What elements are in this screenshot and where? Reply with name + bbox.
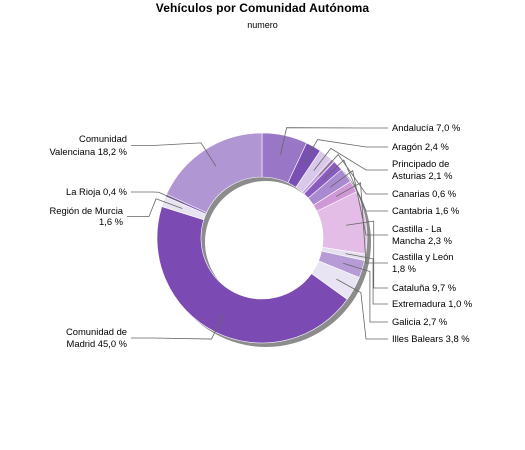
- slice-label: Extremadura 1,0 %: [392, 298, 472, 309]
- slice-label: Castilla y León: [392, 251, 454, 262]
- leader-line: [319, 153, 388, 195]
- leader-line: [336, 278, 388, 340]
- slice-label: Aragón 2,4 %: [392, 141, 449, 152]
- slice-label: 1,6 %: [99, 216, 123, 227]
- leader-lines: [127, 127, 388, 340]
- slice-label: Valenciana 18,2 %: [50, 146, 128, 157]
- chart-title: Vehículos por Comunidad Autónoma: [155, 1, 370, 15]
- leader-line: [329, 169, 388, 236]
- leader-line: [345, 220, 388, 289]
- slice-label: Comunidad: [79, 133, 127, 144]
- slice-label: Madrid 45,0 %: [67, 338, 127, 349]
- leader-line: [131, 142, 217, 167]
- slice-label: Cantabria 1,6 %: [392, 205, 459, 216]
- leader-line: [345, 253, 388, 305]
- slice-label: Canarias 0,6 %: [392, 188, 456, 199]
- slice-label: Cataluña 9,7 %: [392, 282, 456, 293]
- slice-label: Galicia 2,7 %: [392, 316, 447, 327]
- slice-comunidad-valenciana: [166, 132, 263, 213]
- slice-label: Principado de: [392, 158, 449, 169]
- leader-line: [343, 262, 388, 323]
- leader-line: [131, 313, 225, 340]
- slice-label: Andalucía 7,0 %: [392, 122, 460, 133]
- slice-label: Región de Murcia: [50, 205, 124, 216]
- slice-label: Mancha 2,3 %: [392, 235, 452, 246]
- slice-label: Illes Balears 3,8 %: [392, 333, 470, 344]
- donut-slices: [156, 132, 368, 344]
- slice-label: 1,8 %: [392, 263, 416, 274]
- leader-line: [303, 139, 388, 165]
- leader-line: [313, 147, 388, 171]
- leader-line: [131, 191, 185, 204]
- slice-label: Castilla - La: [392, 223, 442, 234]
- chart-subtitle: numero: [247, 20, 278, 30]
- slice-comunidad-de-madrid: [156, 206, 348, 344]
- leader-line: [280, 127, 388, 156]
- leader-line: [127, 198, 183, 217]
- slice-label: Asturias 2,1 %: [392, 170, 452, 181]
- slice-label: La Rioja 0,4 %: [66, 186, 127, 197]
- slice-label: Comunidad de: [66, 326, 127, 337]
- slice-labels: Andalucía 7,0 % Aragón 2,4 % Principado de…: [50, 122, 473, 349]
